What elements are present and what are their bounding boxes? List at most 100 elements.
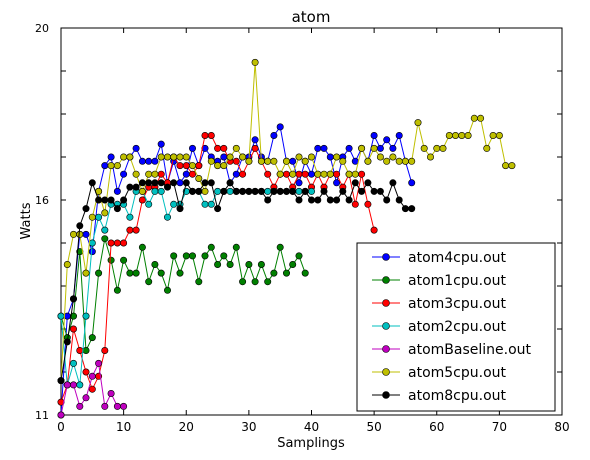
data-point (295, 187, 303, 195)
data-point (120, 153, 128, 161)
data-point (351, 170, 359, 178)
data-point (364, 157, 372, 165)
data-point (195, 162, 203, 170)
data-point (276, 243, 284, 251)
data-point (314, 170, 322, 178)
data-point (426, 153, 434, 161)
data-point (370, 226, 378, 234)
data-point (214, 187, 222, 195)
data-point (326, 170, 334, 178)
data-point (351, 179, 359, 187)
data-point (214, 260, 222, 268)
data-point (320, 187, 328, 195)
data-point (408, 179, 416, 187)
data-point (189, 162, 197, 170)
data-point (164, 213, 172, 221)
data-point (151, 260, 159, 268)
data-point (95, 359, 103, 367)
data-point (276, 170, 284, 178)
data-point (151, 170, 159, 178)
data-point (251, 136, 259, 144)
data-point (132, 269, 140, 277)
legend-label: atom1cpu.out (408, 273, 507, 289)
data-point (220, 162, 228, 170)
data-point (101, 235, 109, 243)
data-point (120, 402, 128, 410)
axis-ticks: 0 10 20 30 40 50 60 70 80 20 16 11 (35, 22, 570, 434)
data-point (333, 179, 341, 187)
data-point (132, 144, 140, 152)
data-point (176, 153, 184, 161)
legend-label: atomBaseline.out (408, 342, 532, 358)
data-point (282, 170, 290, 178)
data-point (207, 200, 215, 208)
data-point (145, 179, 153, 187)
data-point (301, 269, 309, 277)
data-point (276, 123, 284, 131)
data-point (170, 153, 178, 161)
data-point (189, 187, 197, 195)
legend-label: atom8cpu.out (408, 388, 507, 404)
legend-marker (382, 322, 390, 330)
data-point (314, 144, 322, 152)
data-point (370, 187, 378, 195)
data-point (301, 187, 309, 195)
data-point (63, 338, 71, 346)
data-point (151, 187, 159, 195)
data-point (282, 187, 290, 195)
data-point (82, 394, 90, 402)
data-point (401, 157, 409, 165)
legend-label: atom5cpu.out (408, 365, 507, 381)
data-point (157, 179, 165, 187)
data-point (207, 132, 215, 140)
data-point (245, 157, 253, 165)
data-point (307, 170, 315, 178)
data-point (395, 196, 403, 204)
data-point (295, 179, 303, 187)
data-point (107, 239, 115, 247)
data-point (289, 260, 297, 268)
data-point (132, 170, 140, 178)
data-point (107, 389, 115, 397)
data-point (82, 269, 90, 277)
data-point (126, 269, 134, 277)
series-atom4cpu (57, 123, 416, 419)
data-point (126, 153, 134, 161)
data-point (57, 377, 65, 385)
data-point (82, 230, 90, 238)
data-point (76, 381, 84, 389)
data-point (170, 200, 178, 208)
y-tick-label: 16 (35, 194, 49, 207)
data-point (214, 205, 222, 213)
x-axis-label: Samplings (277, 436, 345, 451)
data-point (182, 179, 190, 187)
data-point (126, 183, 134, 191)
data-point (113, 239, 121, 247)
data-point (70, 325, 78, 333)
x-tick-label: 50 (366, 420, 381, 434)
data-point (157, 269, 165, 277)
data-point (251, 58, 259, 66)
data-point (351, 200, 359, 208)
data-point (101, 226, 109, 234)
data-point (232, 243, 240, 251)
data-point (138, 179, 146, 187)
data-point (420, 144, 428, 152)
data-point (70, 359, 78, 367)
legend-entry: atom1cpu.out (372, 273, 507, 289)
data-point (376, 144, 384, 152)
data-point (289, 187, 297, 195)
data-point (201, 252, 209, 260)
legend: atom4cpu.out atom1cpu.out atom3cpu.out atom… (356, 242, 556, 412)
data-point (126, 213, 134, 221)
data-point (245, 260, 253, 268)
data-point (201, 132, 209, 140)
data-point (214, 144, 222, 152)
data-point (189, 252, 197, 260)
data-point (232, 144, 240, 152)
data-point (376, 187, 384, 195)
data-point (88, 385, 96, 393)
legend-entry: atom8cpu.out (372, 388, 507, 404)
data-point (195, 278, 203, 286)
data-point (301, 170, 309, 178)
